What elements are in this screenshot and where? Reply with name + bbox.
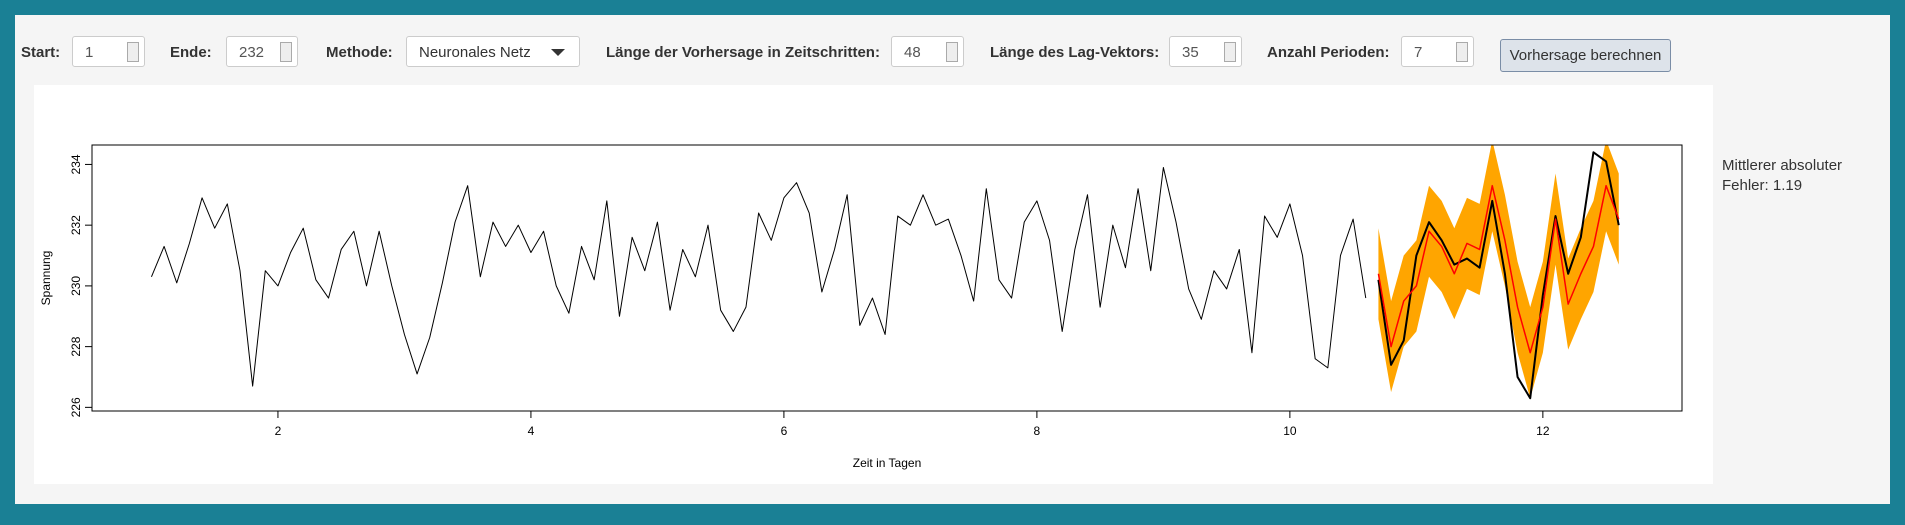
y-tick-label: 232 xyxy=(69,215,83,235)
y-tick-label: 228 xyxy=(69,336,83,356)
chart-background xyxy=(34,85,1713,484)
x-tick-label: 2 xyxy=(275,424,282,438)
spinner[interactable] xyxy=(1224,42,1236,62)
vorhersage-input[interactable]: 48 xyxy=(891,36,964,67)
x-tick-label: 12 xyxy=(1536,424,1550,438)
label: Ende: xyxy=(170,44,212,61)
value: Neuronales Netz xyxy=(419,44,531,61)
start-input[interactable]: 1 xyxy=(72,36,145,67)
ende-input[interactable]: 232 xyxy=(226,36,298,67)
dropdown-arrow xyxy=(551,49,565,56)
y-tick-label: 226 xyxy=(69,397,83,417)
y-axis-label: Spannung xyxy=(39,251,53,306)
plot-frame xyxy=(91,144,1683,412)
label: Start: xyxy=(21,44,61,61)
value: 1 xyxy=(85,44,94,61)
methode-select[interactable]: Neuronales Netz xyxy=(406,36,580,67)
perioden-input[interactable]: 7 xyxy=(1401,36,1474,67)
value: 7 xyxy=(1414,44,1423,61)
label: Länge der Vorhersage in Zeitschritten: xyxy=(606,44,880,61)
spinner[interactable] xyxy=(127,42,139,62)
chart: 2 4 6 8 10 12 226 228 230 232 234 Zeit in Tagen Span… xyxy=(34,85,1713,484)
prediction-band xyxy=(1378,145,1619,399)
x-tick-label: 4 xyxy=(528,424,535,438)
spinner[interactable] xyxy=(280,42,292,62)
spinner[interactable] xyxy=(1456,42,1468,62)
series-line xyxy=(150,166,1367,387)
value: 35 xyxy=(1182,44,1199,61)
series-line xyxy=(1377,151,1620,400)
value: 48 xyxy=(904,44,921,61)
y-tick-label: 234 xyxy=(69,154,83,174)
y-tick-label: 230 xyxy=(69,276,83,296)
label: Anzahl Perioden: xyxy=(1267,44,1390,61)
lag-input[interactable]: 35 xyxy=(1169,36,1242,67)
label: Länge des Lag-Vektors: xyxy=(990,44,1160,61)
x-axis-label: Zeit in Tagen xyxy=(853,456,922,470)
series-line xyxy=(1377,184,1620,354)
spinner[interactable] xyxy=(946,42,958,62)
plot-area xyxy=(150,145,1620,400)
x-tick-label: 6 xyxy=(781,424,788,438)
compute-button[interactable]: Vorhersage berechnen xyxy=(1500,39,1671,72)
label: Methode: xyxy=(326,44,393,61)
error-text: Mittlerer absoluter Fehler: 1.19 xyxy=(1722,157,1843,194)
x-tick-label: 8 xyxy=(1034,424,1041,438)
value: 232 xyxy=(239,44,265,61)
x-tick-label: 10 xyxy=(1283,424,1297,438)
